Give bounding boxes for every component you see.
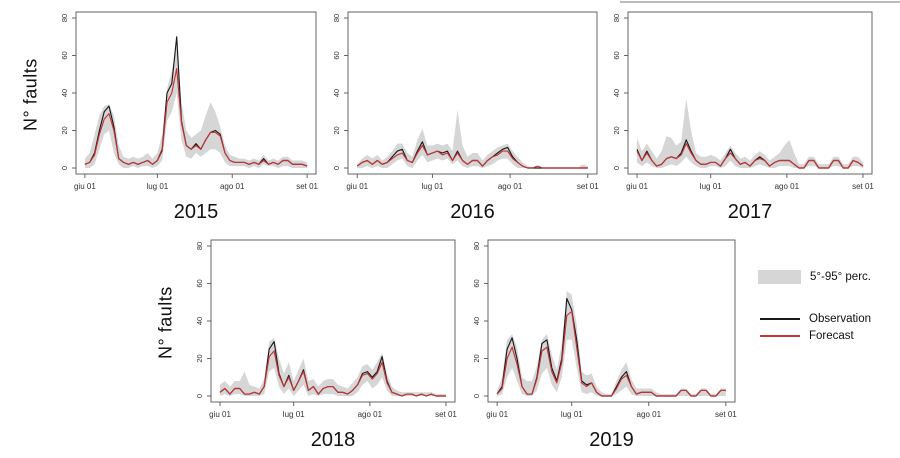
y-tick-label: 40 <box>472 317 481 325</box>
legend-observation-line <box>760 318 800 320</box>
page-edge-line <box>620 1 900 3</box>
x-tick-label: ago 01 <box>498 182 523 191</box>
legend-forecast-row: Forecast <box>760 330 854 342</box>
y-tick-label: 40 <box>195 317 204 325</box>
y-tick-label: 80 <box>332 14 341 22</box>
x-tick-label: lug 01 <box>146 182 168 191</box>
x-tick-label: set 01 <box>577 182 599 191</box>
band-area <box>84 46 308 168</box>
y-tick-label: 20 <box>60 126 69 134</box>
forecast-line <box>356 144 588 169</box>
chart-2015: N° faults 0 20 40 60 80 giu 01 lug 01 ago 01 set… <box>10 5 330 233</box>
chart-2016-plot: 0 20 40 60 80 giu 01 lug 01 ago 01 set 01 <box>332 11 599 191</box>
y-tick-label: 80 <box>60 14 69 22</box>
chart-2018-plot: 0 20 40 60 80 giu 01 lug 01 ago 01 set 01 <box>195 239 457 419</box>
y-tick-label: 80 <box>472 242 481 250</box>
band-area <box>220 337 446 396</box>
y-tick-label: 20 <box>195 354 204 362</box>
chart-2016-year-label: 2016 <box>450 201 495 223</box>
x-tick-label: set 01 <box>852 182 874 191</box>
x-tick-label: lug 01 <box>700 182 722 191</box>
x-tick-label: set 01 <box>296 182 318 191</box>
x-tick-label: giu 01 <box>346 182 368 191</box>
y-tick-label: 40 <box>612 89 621 97</box>
x-tick-label: set 01 <box>435 410 457 419</box>
x-tick-label: giu 01 <box>486 410 508 419</box>
band-area <box>637 98 863 168</box>
x-tick-label: ago 01 <box>220 182 245 191</box>
y-axis-title-2018: N° faults <box>155 286 176 360</box>
forecast-line <box>219 350 446 397</box>
y-tick-label: 60 <box>195 279 204 287</box>
chart-2019: 0 20 40 60 80 giu 01 lug 01 ago 01 set 01 2019 <box>458 233 750 458</box>
x-tick-label: giu 01 <box>209 410 231 419</box>
y-tick-label: 20 <box>612 126 621 134</box>
band-area <box>357 109 588 168</box>
y-tick-label: 60 <box>60 51 69 59</box>
y-tick-label: 60 <box>472 279 481 287</box>
y-tick-label: 40 <box>332 89 341 97</box>
band-area <box>497 291 726 396</box>
chart-2017: 0 20 40 60 80 giu 01 lug 01 ago 01 set 01 2017 <box>598 5 885 233</box>
x-tick-label: lug 01 <box>561 410 583 419</box>
x-tick-label: giu 01 <box>626 182 648 191</box>
x-tick-label: lug 01 <box>283 410 305 419</box>
x-tick-label: ago 01 <box>775 182 800 191</box>
x-tick-label: lug 01 <box>422 182 444 191</box>
y-tick-label: 0 <box>612 166 621 170</box>
x-tick-label: ago 01 <box>637 410 662 419</box>
legend-observation-row: Observation <box>760 313 871 325</box>
plot-box <box>210 239 456 403</box>
chart-2015-year-label: 2015 <box>173 201 219 223</box>
chart-2019-plot: 0 20 40 60 80 giu 01 lug 01 ago 01 set 01 <box>472 239 737 419</box>
y-tick-label: 0 <box>195 394 204 398</box>
chart-legend: 5°-95° perc. Observation Forecast <box>750 264 900 354</box>
x-tick-label: ago 01 <box>358 410 383 419</box>
chart-2017-year-label: 2017 <box>727 201 773 223</box>
chart-2017-plot: 0 20 40 60 80 giu 01 lug 01 ago 01 set 01 <box>612 11 874 191</box>
y-tick-label: 0 <box>472 394 481 398</box>
x-tick-label: set 01 <box>715 410 737 419</box>
chart-2019-year-label: 2019 <box>589 429 634 451</box>
y-tick-label: 80 <box>612 14 621 22</box>
y-tick-label: 20 <box>332 126 341 134</box>
legend-band-row: 5°-95° perc. <box>758 270 871 284</box>
y-tick-label: 80 <box>195 242 204 250</box>
y-axis-title-2015: N° faults <box>20 58 41 132</box>
forecast-line <box>636 143 864 169</box>
legend-forecast-line <box>760 335 800 337</box>
y-tick-label: 0 <box>332 166 341 170</box>
y-tick-label: 60 <box>332 51 341 59</box>
chart-2018: N° faults 0 20 40 60 80 giu 01 lug 01 ago 01 set… <box>149 233 469 458</box>
y-tick-label: 60 <box>612 51 621 59</box>
chart-2018-year-label: 2018 <box>310 429 356 451</box>
legend-observation-label: Observation <box>809 313 872 325</box>
y-tick-label: 0 <box>60 166 69 170</box>
y-tick-label: 20 <box>472 354 481 362</box>
forecast-line <box>496 311 726 397</box>
y-tick-label: 40 <box>60 89 69 97</box>
plot-box <box>487 239 736 403</box>
forecast-line <box>84 68 308 167</box>
legend-band-label: 5°-95° perc. <box>810 271 871 283</box>
legend-band-swatch <box>758 270 801 284</box>
chart-2015-plot: 0 20 40 60 80 giu 01 lug 01 ago 01 set 01 <box>60 11 319 191</box>
plot-box <box>347 11 598 175</box>
legend-forecast-label: Forecast <box>809 330 854 342</box>
x-tick-label: giu 01 <box>74 182 96 191</box>
chart-2016: 0 20 40 60 80 giu 01 lug 01 ago 01 set 01 2016 <box>318 5 610 233</box>
